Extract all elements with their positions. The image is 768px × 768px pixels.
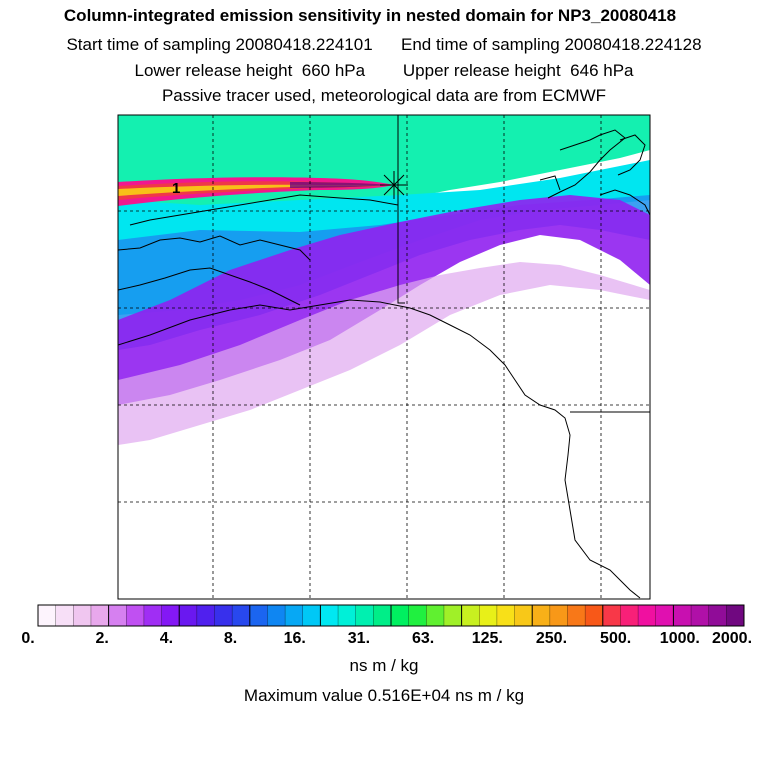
colorbar-swatch <box>479 605 498 626</box>
colorbar-swatch <box>708 605 727 626</box>
colorbar-swatch <box>249 605 268 626</box>
colorbar-tick-label: 8. <box>223 630 238 647</box>
colorbar-swatch <box>426 605 445 626</box>
colorbar-swatch <box>232 605 251 626</box>
colorbar-swatch <box>638 605 657 626</box>
colorbar-swatch <box>267 605 286 626</box>
release-marker-label: 1 <box>172 180 180 197</box>
colorbar-swatch <box>143 605 163 626</box>
sampling-time-line: Start time of sampling 20080418.224101 E… <box>66 35 702 54</box>
colorbar-swatch <box>408 605 427 626</box>
colorbar-swatch <box>567 605 586 626</box>
colorbar-swatch <box>726 605 745 626</box>
colorbar-swatch <box>320 605 339 626</box>
colorbar-swatch <box>655 605 674 626</box>
colorbar-tick-label: 16. <box>283 630 306 647</box>
plot-title: Column-integrated emission sensitivity i… <box>63 6 677 25</box>
colorbar-swatch <box>532 605 551 626</box>
colorbar-tick-label: 63. <box>411 630 435 647</box>
colorbar-swatch <box>179 605 198 626</box>
colorbar-swatch <box>355 605 374 626</box>
colorbar-tick-label: 2. <box>95 630 109 647</box>
colorbar-tick-label: 4. <box>159 630 174 647</box>
colorbar-tick-label: 250. <box>535 630 568 647</box>
colorbar-swatch <box>496 605 516 626</box>
trajectory-streak-tip <box>290 182 394 188</box>
map-grid <box>118 115 650 599</box>
colorbar-tick-label: 0. <box>21 630 35 647</box>
colorbar-swatch <box>90 605 110 626</box>
colorbar-swatch <box>443 605 463 626</box>
coastlines <box>118 115 650 599</box>
colorbar-swatch <box>373 605 392 626</box>
colorbar-swatch <box>126 605 145 626</box>
release-height-line: Lower release height 660 hPa Upper relea… <box>134 61 634 80</box>
colorbar-swatch <box>461 605 480 626</box>
colorbar-swatch <box>161 605 180 626</box>
colorbar-tick-label: 31. <box>347 630 371 647</box>
colorbar-swatch <box>673 605 692 626</box>
colorbar-swatch <box>514 605 533 626</box>
colorbar-tick-label: 2000. <box>711 630 753 647</box>
colorbar-swatch <box>302 605 321 626</box>
light-purple-plume <box>118 262 650 445</box>
colorbar-swatch <box>214 605 233 626</box>
colorbar-swatch <box>108 605 127 626</box>
colorbar-tick-label: 1000. <box>659 630 700 647</box>
colorbar-tick-label: 125. <box>471 630 503 647</box>
colorbar-units: ns m / kg <box>349 656 419 675</box>
colorbar-swatch <box>55 605 74 626</box>
colorbar-swatch <box>391 605 410 626</box>
colorbar-swatch <box>73 605 92 626</box>
colorbar-swatch <box>585 605 604 626</box>
colorbar-swatch <box>338 605 357 626</box>
colorbar-swatch <box>196 605 215 626</box>
colorbar-frame <box>37 604 745 627</box>
colorbar-tick-label: 500. <box>600 630 632 647</box>
tracer-info-line: Passive tracer used, meteorological data… <box>161 86 607 105</box>
colorbar-swatch <box>38 605 57 626</box>
colorbar-swatch <box>691 605 710 626</box>
trajectory-streak-core <box>118 184 388 196</box>
colorbar-swatch <box>602 605 621 626</box>
release-point-icon <box>380 171 408 199</box>
colorbar-swatch <box>549 605 568 626</box>
colorbar-swatch <box>285 605 304 626</box>
colorbar-swatch <box>620 605 639 626</box>
maximum-value-text: Maximum value 0.516E+04 ns m / kg <box>243 686 525 705</box>
map-frame <box>117 114 651 600</box>
